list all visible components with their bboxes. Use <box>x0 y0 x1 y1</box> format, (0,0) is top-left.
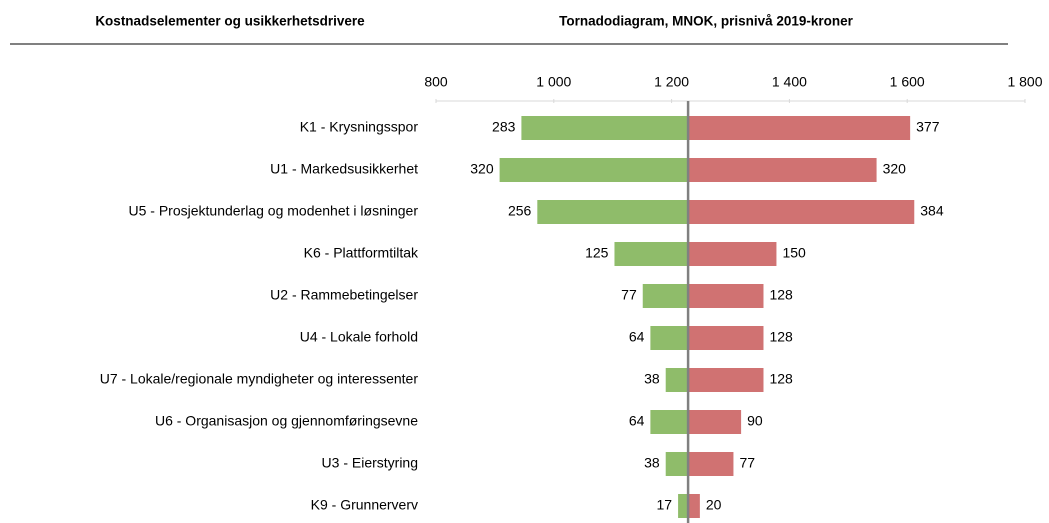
bar <box>537 200 689 224</box>
value-label: 77 <box>739 455 755 471</box>
category-label: U3 - Eierstyring <box>322 455 418 471</box>
bar <box>688 368 764 392</box>
value-label: 125 <box>585 245 609 261</box>
value-label: 17 <box>657 497 673 513</box>
value-label: 150 <box>782 245 806 261</box>
bar <box>688 116 911 140</box>
bar <box>688 410 742 434</box>
value-label: 38 <box>644 455 660 471</box>
value-label: 128 <box>769 287 793 303</box>
category-label: U5 - Prosjektunderlag og modenhet i løsn… <box>129 203 419 219</box>
bar <box>614 242 689 266</box>
bar <box>688 242 777 266</box>
bar <box>688 326 764 350</box>
category-label: U7 - Lokale/regionale myndigheter og int… <box>100 371 419 387</box>
value-label: 128 <box>769 371 793 387</box>
bar <box>688 494 700 518</box>
left-header: Kostnadselementer og usikkerhetsdrivere <box>95 14 365 29</box>
x-tick-label: 1 000 <box>536 74 571 90</box>
category-label: U6 - Organisasjon og gjennomføringsevne <box>155 413 418 429</box>
value-label: 90 <box>747 413 763 429</box>
category-label: U2 - Rammebetingelser <box>270 287 418 303</box>
value-label: 384 <box>920 203 944 219</box>
bar <box>688 200 915 224</box>
value-label: 128 <box>769 329 793 345</box>
bar <box>688 158 877 182</box>
bar <box>650 410 689 434</box>
bar <box>678 494 689 518</box>
bar <box>688 452 734 476</box>
category-label: U1 - Markedsusikkerhet <box>270 161 418 177</box>
value-label: 256 <box>508 203 532 219</box>
category-label: K9 - Grunnerverv <box>311 497 418 513</box>
value-label: 20 <box>706 497 722 513</box>
x-tick-label: 1 600 <box>890 74 925 90</box>
value-label: 377 <box>916 119 940 135</box>
category-label: U4 - Lokale forhold <box>300 329 418 345</box>
value-label: 320 <box>470 161 494 177</box>
x-tick-label: 1 800 <box>1007 74 1042 90</box>
x-tick-label: 800 <box>424 74 448 90</box>
value-label: 64 <box>629 413 645 429</box>
value-label: 38 <box>644 371 660 387</box>
bar <box>499 158 689 182</box>
bar <box>650 326 689 350</box>
chart-title: Tornadodiagram, MNOK, prisnivå 2019-kron… <box>559 14 854 29</box>
value-label: 320 <box>883 161 907 177</box>
value-label: 77 <box>621 287 637 303</box>
bar <box>688 284 764 308</box>
bar <box>521 116 689 140</box>
bar <box>665 452 689 476</box>
category-label: K1 - Krysningsspor <box>300 119 419 135</box>
bar <box>665 368 689 392</box>
x-tick-label: 1 200 <box>654 74 689 90</box>
x-tick-label: 1 400 <box>772 74 807 90</box>
bar <box>642 284 689 308</box>
value-label: 64 <box>629 329 645 345</box>
value-label: 283 <box>492 119 516 135</box>
category-label: K6 - Plattformtiltak <box>304 245 419 261</box>
